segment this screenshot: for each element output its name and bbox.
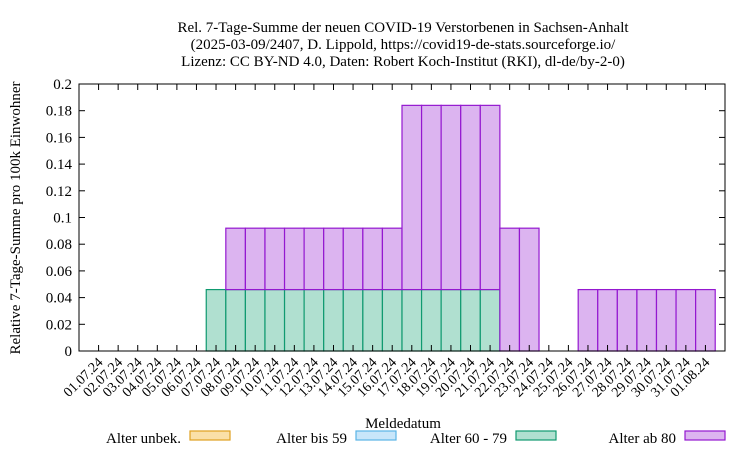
bar-segment: [675, 288, 697, 352]
title-line-3: Lizenz: CC BY-ND 4.0, Daten: Robert Koch…: [181, 54, 625, 70]
bar-segment: [636, 288, 658, 352]
bar-segment: [362, 227, 384, 291]
bar-segment: [381, 227, 403, 291]
bar-segment: [440, 288, 462, 352]
bar-segment: [401, 104, 423, 291]
bar-segment: [342, 227, 364, 291]
legend-swatch: [189, 430, 231, 441]
bar-segment: [479, 104, 501, 291]
chart-title: Rel. 7-Tage-Summe der neuen COVID-19 Ver…: [177, 20, 629, 70]
legend-swatch: [515, 430, 557, 441]
y-tick-label: 0.14: [46, 157, 73, 173]
legend-swatch: [355, 430, 397, 441]
legend-label: Alter bis 59: [276, 431, 347, 447]
y-tick-label: 0.12: [46, 184, 72, 200]
y-tick-label: 0.2: [53, 77, 72, 93]
bar-segment: [420, 288, 442, 352]
bar-segment: [518, 227, 540, 352]
bar-segment: [597, 288, 618, 352]
bar-segment: [460, 288, 481, 352]
y-tick-label: 0.1: [53, 211, 72, 227]
bar-segment: [244, 288, 266, 352]
plot-frame: [78, 83, 726, 352]
title-line-2: (2025-03-09/2407, D. Lippold, https://co…: [191, 37, 616, 53]
y-tick-label: 0.08: [46, 237, 72, 253]
bar-segment: [283, 227, 305, 291]
bar-segment: [479, 288, 501, 352]
bar-segment: [499, 227, 521, 352]
bar-segment: [460, 104, 481, 291]
bar-segment: [342, 288, 364, 352]
bar-segment: [655, 288, 677, 352]
bar-segment: [264, 288, 286, 352]
y-tick-label: 0.18: [46, 104, 72, 120]
x-axis-label: Meldedatum: [365, 416, 441, 432]
bar-segment: [420, 104, 442, 291]
bar-segment: [440, 104, 462, 291]
bar-segment: [362, 288, 384, 352]
bar-segment: [303, 227, 325, 291]
bar-segment: [616, 288, 638, 352]
legend-label: Alter 60 - 79: [430, 431, 507, 447]
bar-segment: [381, 288, 403, 352]
bar-segment: [695, 288, 716, 352]
legend-label: Alter ab 80: [609, 431, 676, 447]
bar-segment: [323, 288, 344, 352]
y-axis-ticks: 0 0.02 0.04 0.06 0.08 0.1 0.12 0.14 0.16 0.18 0.2: [46, 77, 725, 360]
bar-segment: [303, 288, 325, 352]
bar-segment: [205, 288, 227, 352]
bar-segment: [577, 288, 599, 352]
bar-segment: [264, 227, 286, 291]
bar-segment: [283, 288, 305, 352]
bar-segment: [401, 288, 423, 352]
title-line-1: Rel. 7-Tage-Summe der neuen COVID-19 Ver…: [177, 20, 629, 36]
bar-segment: [244, 227, 266, 291]
bar-segment: [323, 227, 344, 291]
bar-segment: [225, 288, 246, 352]
y-tick-label: 0.06: [46, 264, 73, 280]
bars: [205, 104, 716, 352]
bar-segment: [225, 227, 246, 291]
y-axis-label: Relative 7-Tage-Summe pro 100k Einwohner: [8, 81, 24, 354]
y-tick-label: 0.02: [46, 317, 72, 333]
legend: Alter unbek. Alter bis 59 Alter 60 - 79 Alt…: [106, 430, 726, 447]
y-tick-label: 0.04: [46, 291, 73, 307]
y-tick-label: 0: [65, 344, 73, 360]
legend-label: Alter unbek.: [106, 431, 181, 447]
legend-swatch: [684, 430, 726, 441]
y-tick-label: 0.16: [46, 130, 73, 146]
